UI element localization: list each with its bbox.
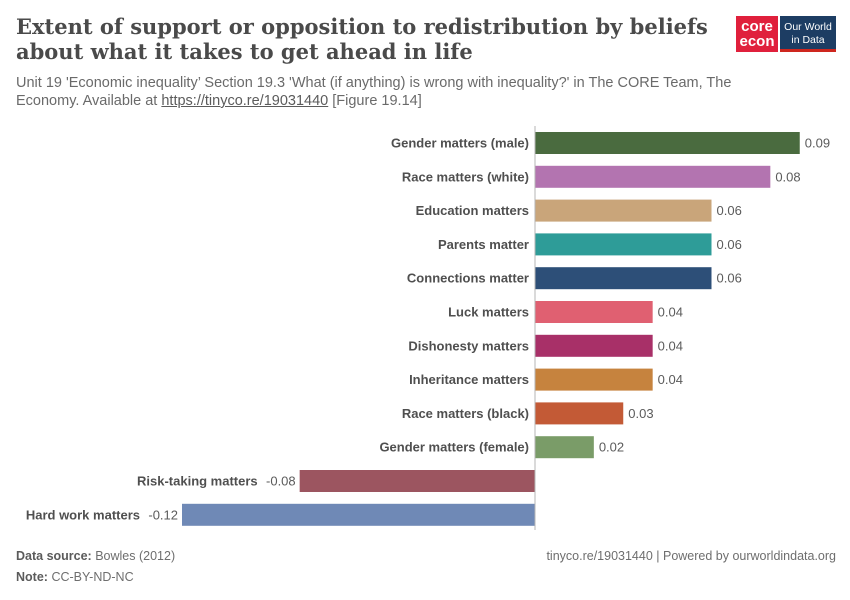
value-label-luck-matters: 0.04 — [658, 305, 683, 320]
note-label: Note: — [16, 570, 48, 584]
bar-gender-matters-female[interactable] — [535, 436, 594, 459]
bar-education-matters[interactable] — [535, 199, 712, 222]
value-label-hard-work-matters: -0.12 — [148, 507, 178, 522]
core-logo-line2: econ — [739, 33, 775, 50]
value-label-dishonesty-matters: 0.04 — [658, 338, 683, 353]
footer-credit[interactable]: tinyco.re/19031440 | Powered by ourworld… — [546, 549, 836, 563]
subtitle-figure-ref: [Figure 19.14] — [328, 93, 422, 109]
category-label-parents-matter: Parents matter — [438, 237, 529, 252]
bar-connections-matter[interactable] — [535, 267, 712, 290]
chart-title: Extent of support or opposition to redis… — [16, 14, 708, 64]
owid-logo-line2: in Data — [791, 34, 825, 46]
category-label-hard-work-matters: Hard work matters — [26, 507, 140, 522]
subtitle-link[interactable]: https://tinyco.re/19031440 — [161, 93, 329, 109]
bar-dishonesty-matters[interactable] — [535, 334, 653, 357]
value-label-education-matters: 0.06 — [717, 203, 742, 218]
value-label-parents-matter: 0.06 — [717, 237, 742, 252]
category-label-race-matters-white: Race matters (white) — [402, 169, 529, 184]
note-value: CC-BY-ND-NC — [51, 570, 134, 584]
bar-race-matters-white[interactable] — [535, 165, 771, 188]
chart-subtitle: Unit 19 'Economic inequality’ Section 19… — [16, 74, 796, 110]
core-econ-logo[interactable]: core econ — [736, 16, 778, 52]
bar-risk-taking-matters[interactable] — [299, 470, 535, 492]
value-label-gender-matters-female: 0.02 — [599, 440, 624, 455]
category-label-luck-matters: Luck matters — [448, 305, 529, 320]
value-label-gender-matters-male: 0.09 — [805, 136, 830, 151]
chart-note: Note: CC-BY-ND-NC — [16, 570, 134, 584]
value-label-race-matters-white: 0.08 — [775, 169, 800, 184]
data-source-value: Bowles (2012) — [95, 549, 176, 563]
category-label-education-matters: Education matters — [416, 203, 529, 218]
value-label-inheritance-matters: 0.04 — [658, 372, 683, 387]
bar-parents-matter[interactable] — [535, 233, 712, 256]
subtitle-text: Unit 19 'Economic inequality’ Section 19… — [16, 75, 732, 109]
bar-gender-matters-male[interactable] — [535, 132, 800, 154]
category-label-race-matters-black: Race matters (black) — [402, 406, 529, 421]
category-label-connections-matter: Connections matter — [407, 271, 529, 286]
owid-logo-bar — [780, 49, 836, 52]
our-world-in-data-logo[interactable]: Our World in Data — [780, 16, 836, 52]
bar-race-matters-black[interactable] — [535, 402, 624, 425]
value-label-risk-taking-matters: -0.08 — [266, 474, 296, 489]
category-label-dishonesty-matters: Dishonesty matters — [408, 338, 529, 353]
bar-hard-work-matters[interactable] — [182, 503, 535, 526]
owid-logo-line1: Our World — [784, 21, 832, 33]
data-source: Data source: Bowles (2012) — [16, 549, 175, 563]
category-label-gender-matters-female: Gender matters (female) — [379, 440, 529, 455]
category-label-risk-taking-matters: Risk-taking matters — [137, 474, 258, 489]
value-label-race-matters-black: 0.03 — [628, 406, 653, 421]
data-source-label: Data source: — [16, 549, 92, 563]
bar-luck-matters[interactable] — [535, 301, 653, 323]
category-label-inheritance-matters: Inheritance matters — [409, 372, 529, 387]
core-logo-line1: core — [741, 18, 773, 35]
value-label-connections-matter: 0.06 — [717, 271, 742, 286]
bar-inheritance-matters[interactable] — [535, 368, 653, 391]
category-label-gender-matters-male: Gender matters (male) — [391, 136, 529, 151]
